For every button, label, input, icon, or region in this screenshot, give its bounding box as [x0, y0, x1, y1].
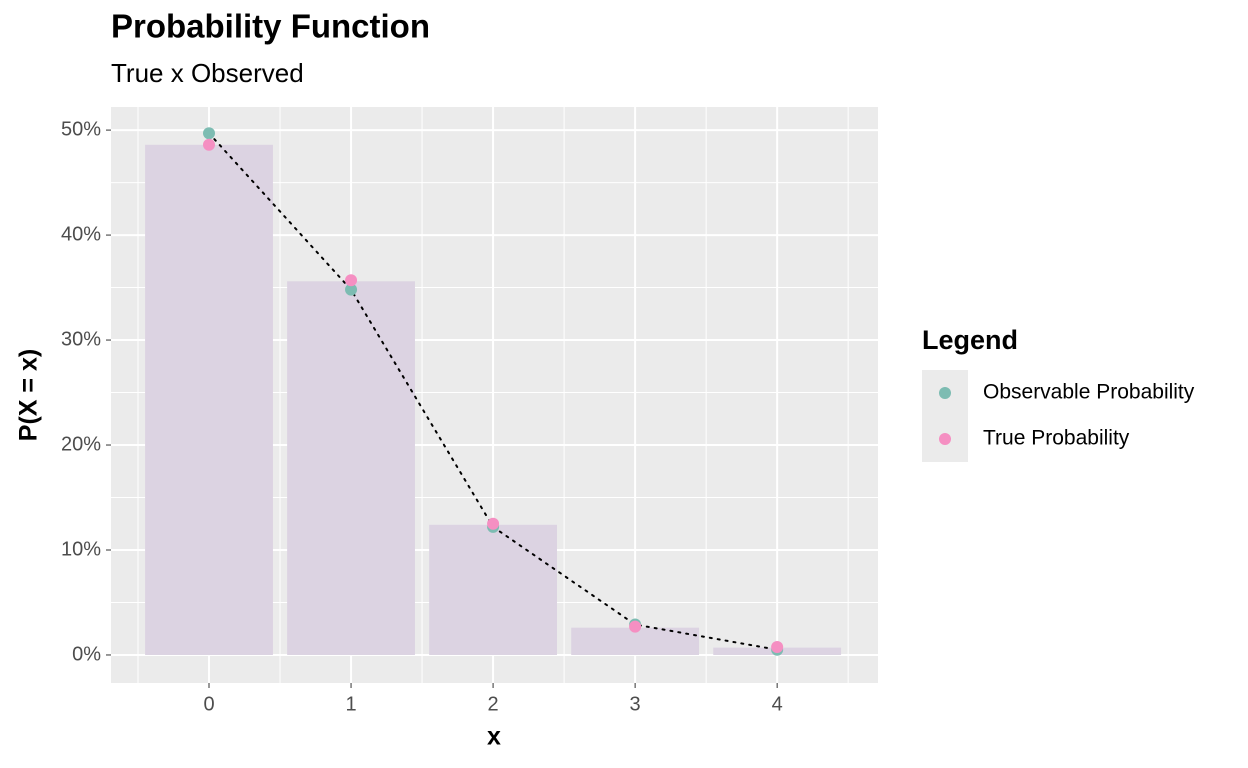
x-tick-label: 0	[203, 693, 214, 715]
x-tick-label: 1	[345, 693, 356, 715]
legend-marker	[939, 387, 951, 399]
x-tick-label: 4	[772, 693, 783, 715]
x-tick-label: 3	[630, 693, 641, 715]
legend-marker	[939, 433, 951, 445]
x-axis-title: x	[487, 723, 501, 751]
point	[771, 640, 784, 653]
point	[345, 283, 358, 296]
y-tick-label: 50%	[61, 118, 101, 140]
y-tick-label: 20%	[61, 433, 101, 455]
chart-title: Probability Function	[111, 8, 430, 45]
point	[487, 517, 500, 530]
point	[345, 274, 358, 287]
y-tick-label: 10%	[61, 538, 101, 560]
y-tick-label: 30%	[61, 328, 101, 350]
point	[629, 620, 642, 633]
y-tick-label: 0%	[72, 643, 101, 665]
point	[203, 127, 216, 140]
legend-key-bg	[922, 370, 968, 462]
y-axis-title: P(X = x)	[15, 349, 43, 441]
legend-title: Legend	[922, 325, 1018, 355]
point	[203, 138, 216, 151]
y-tick-label: 40%	[61, 223, 101, 245]
bar	[429, 524, 557, 655]
bar	[145, 144, 273, 655]
legend-label: Observable Probability	[983, 381, 1195, 404]
chart-subtitle: True x Observed	[111, 58, 304, 88]
bar	[287, 281, 415, 655]
x-tick-label: 2	[488, 693, 499, 715]
legend-label: True Probability	[983, 427, 1130, 450]
